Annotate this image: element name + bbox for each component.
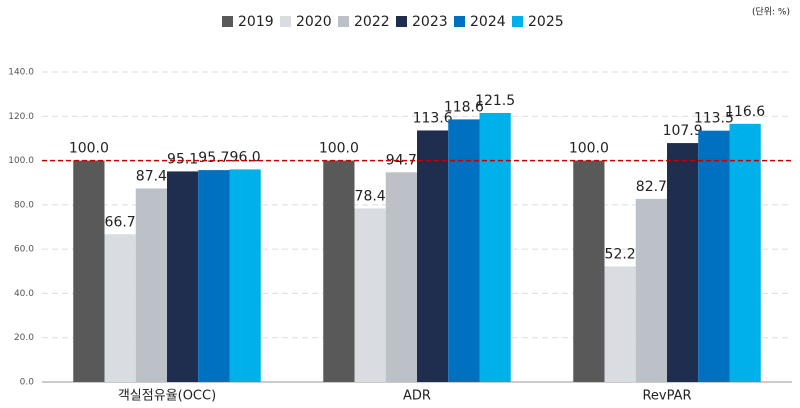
unit-label: (단위: %) bbox=[752, 7, 790, 18]
x-tick-label: RevPAR bbox=[642, 389, 691, 404]
value-label: 82.7 bbox=[636, 179, 667, 195]
value-label: 78.4 bbox=[355, 188, 386, 204]
legend-label: 2023 bbox=[412, 14, 448, 30]
y-tick-label: 0.0 bbox=[20, 378, 35, 388]
bar bbox=[354, 208, 386, 382]
legend-label: 2019 bbox=[238, 14, 274, 30]
bar bbox=[385, 172, 417, 382]
value-label: 66.7 bbox=[105, 214, 136, 230]
value-label: 52.2 bbox=[605, 246, 636, 262]
value-label: 87.4 bbox=[136, 168, 167, 184]
x-tick-label: 객실점유율(OCC) bbox=[118, 389, 216, 404]
bar bbox=[667, 143, 699, 382]
bar bbox=[104, 234, 136, 382]
value-label: 94.7 bbox=[386, 152, 417, 168]
bar bbox=[198, 170, 230, 382]
y-tick-label: 20.0 bbox=[14, 333, 34, 343]
legend-swatch bbox=[222, 16, 233, 27]
bar bbox=[573, 160, 605, 382]
bar bbox=[135, 188, 167, 382]
value-label: 107.9 bbox=[663, 123, 703, 139]
bar bbox=[448, 119, 480, 382]
value-label: 121.5 bbox=[475, 93, 515, 109]
y-tick-label: 140.0 bbox=[8, 68, 34, 78]
legend-swatch bbox=[338, 16, 349, 27]
x-tick-label: ADR bbox=[403, 389, 431, 404]
legend-label: 2022 bbox=[354, 14, 390, 30]
legend-swatch bbox=[280, 16, 291, 27]
bar bbox=[229, 169, 261, 382]
legend-label: 2024 bbox=[470, 14, 506, 30]
y-tick-label: 80.0 bbox=[14, 200, 34, 210]
y-tick-label: 40.0 bbox=[14, 289, 34, 299]
value-label: 113.6 bbox=[413, 110, 453, 126]
bar bbox=[604, 266, 636, 382]
y-tick-label: 100.0 bbox=[8, 156, 34, 166]
legend-swatch bbox=[512, 16, 523, 27]
value-label: 100.0 bbox=[69, 141, 109, 157]
legend-label: 2020 bbox=[296, 14, 332, 30]
bar bbox=[417, 130, 449, 382]
bar bbox=[635, 198, 667, 382]
value-label: 95.7 bbox=[198, 150, 229, 166]
legend-label: 2025 bbox=[528, 14, 564, 30]
y-tick-label: 60.0 bbox=[14, 245, 34, 255]
bar bbox=[698, 130, 730, 382]
y-tick-label: 120.0 bbox=[8, 112, 34, 122]
legend-swatch bbox=[396, 16, 407, 27]
value-label: 113.5 bbox=[694, 111, 734, 127]
legend-swatch bbox=[454, 16, 465, 27]
value-label: 95.1 bbox=[167, 151, 198, 167]
bar bbox=[323, 160, 355, 382]
bar bbox=[73, 160, 105, 382]
value-label: 118.6 bbox=[444, 99, 484, 115]
value-label: 116.6 bbox=[725, 104, 765, 120]
bar bbox=[729, 123, 761, 383]
bar bbox=[479, 112, 511, 382]
value-label: 100.0 bbox=[569, 141, 609, 157]
bar bbox=[167, 171, 199, 382]
value-label: 96.0 bbox=[230, 149, 261, 165]
value-label: 100.0 bbox=[319, 141, 359, 157]
